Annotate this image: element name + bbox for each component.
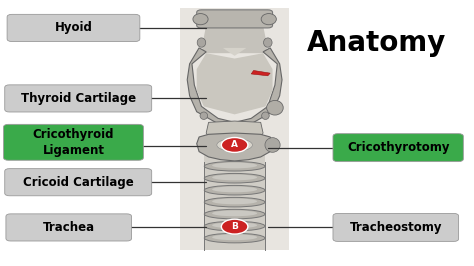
FancyBboxPatch shape bbox=[197, 10, 273, 28]
Ellipse shape bbox=[212, 198, 257, 204]
Ellipse shape bbox=[193, 14, 208, 25]
FancyBboxPatch shape bbox=[6, 214, 132, 241]
Polygon shape bbox=[197, 133, 273, 161]
Text: Tracheostomy: Tracheostomy bbox=[349, 221, 442, 234]
Text: Cricothyroid
Ligament: Cricothyroid Ligament bbox=[33, 128, 114, 157]
Text: Trachea: Trachea bbox=[43, 221, 95, 234]
Polygon shape bbox=[180, 8, 289, 250]
FancyBboxPatch shape bbox=[204, 149, 265, 250]
Ellipse shape bbox=[204, 197, 265, 207]
Ellipse shape bbox=[261, 14, 276, 25]
Ellipse shape bbox=[212, 163, 257, 168]
Ellipse shape bbox=[204, 161, 265, 171]
Ellipse shape bbox=[264, 38, 272, 47]
Ellipse shape bbox=[265, 138, 280, 152]
Text: A: A bbox=[231, 140, 238, 149]
FancyBboxPatch shape bbox=[333, 134, 463, 162]
Ellipse shape bbox=[204, 173, 265, 183]
Text: Thyroid Cartilage: Thyroid Cartilage bbox=[21, 92, 136, 105]
FancyBboxPatch shape bbox=[5, 85, 152, 112]
Ellipse shape bbox=[200, 112, 208, 119]
Text: Cricoid Cartilage: Cricoid Cartilage bbox=[23, 176, 134, 189]
Ellipse shape bbox=[204, 221, 265, 231]
Ellipse shape bbox=[212, 174, 257, 180]
Polygon shape bbox=[201, 25, 268, 53]
FancyBboxPatch shape bbox=[5, 169, 152, 196]
Polygon shape bbox=[223, 48, 246, 56]
FancyBboxPatch shape bbox=[7, 14, 140, 41]
Polygon shape bbox=[251, 70, 270, 76]
Circle shape bbox=[221, 219, 248, 234]
Ellipse shape bbox=[212, 234, 257, 240]
Ellipse shape bbox=[262, 112, 269, 119]
Ellipse shape bbox=[266, 101, 283, 115]
FancyBboxPatch shape bbox=[3, 124, 143, 160]
Ellipse shape bbox=[204, 209, 265, 219]
Ellipse shape bbox=[204, 233, 265, 243]
Polygon shape bbox=[197, 53, 273, 114]
Circle shape bbox=[221, 138, 248, 152]
Text: Hyoid: Hyoid bbox=[55, 22, 92, 34]
Text: Anatomy: Anatomy bbox=[307, 28, 447, 57]
Text: Cricothyrotomy: Cricothyrotomy bbox=[347, 141, 449, 154]
Ellipse shape bbox=[197, 38, 206, 47]
Polygon shape bbox=[187, 48, 282, 128]
Ellipse shape bbox=[204, 185, 265, 195]
Ellipse shape bbox=[212, 222, 257, 228]
Ellipse shape bbox=[212, 210, 257, 216]
Ellipse shape bbox=[217, 139, 252, 151]
Polygon shape bbox=[206, 121, 263, 140]
Text: B: B bbox=[231, 222, 238, 231]
FancyBboxPatch shape bbox=[333, 213, 458, 242]
Ellipse shape bbox=[212, 186, 257, 192]
